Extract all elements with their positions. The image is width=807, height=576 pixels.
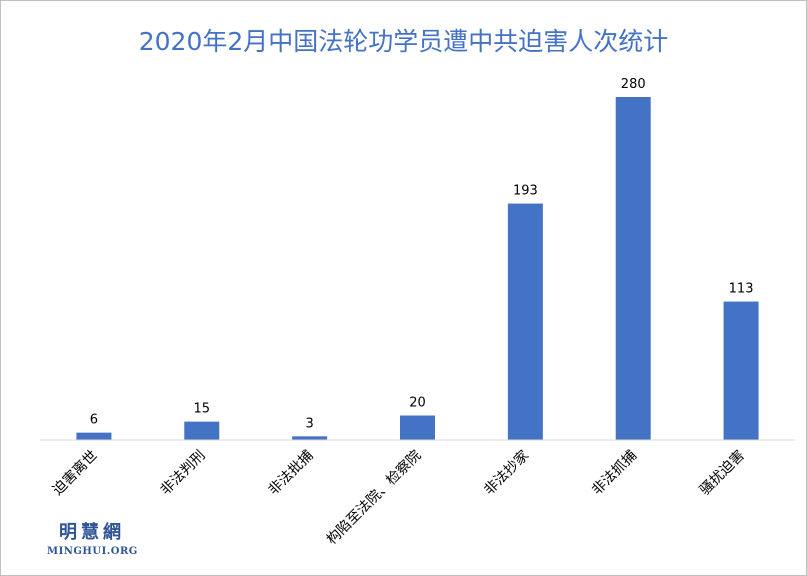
bar-7 bbox=[723, 301, 759, 440]
logo-sub-text: MINGHUI.ORG bbox=[47, 546, 138, 557]
bar-5 bbox=[507, 203, 543, 440]
category-label-7: 骚扰迫害 bbox=[697, 448, 748, 499]
logo-main-text: 明慧網 bbox=[59, 522, 125, 543]
bar-3 bbox=[292, 436, 328, 440]
category-label-1: 迫害离世 bbox=[49, 447, 101, 499]
category-label-4: 构陷至法院、检察院 bbox=[323, 447, 424, 548]
category-labels-group: 迫害离世 非法判刑 非法批捕 构陷至法院、检察院 非法抄家 非法抓捕 骚扰迫害 bbox=[49, 447, 748, 548]
value-label-3: 3 bbox=[306, 416, 314, 431]
category-label-5: 非法抄家 bbox=[481, 447, 533, 499]
value-label-2: 15 bbox=[194, 402, 211, 417]
value-label-7: 113 bbox=[729, 282, 754, 297]
bar-4 bbox=[400, 415, 435, 440]
value-label-4: 20 bbox=[409, 396, 426, 411]
value-label-1: 6 bbox=[90, 413, 98, 428]
chart-title: 2020年2月中国法轮功学员遭中共迫害人次统计 bbox=[138, 27, 669, 56]
bar-2 bbox=[184, 421, 220, 440]
bar-1 bbox=[76, 432, 112, 440]
bar-6 bbox=[615, 97, 651, 440]
minghui-logo: 明慧網 MINGHUI.ORG bbox=[47, 518, 137, 557]
category-label-6: 非法抓捕 bbox=[589, 448, 640, 499]
category-label-2: 非法判刑 bbox=[158, 448, 209, 499]
value-label-6: 280 bbox=[621, 77, 646, 92]
category-label-3: 非法批捕 bbox=[266, 448, 317, 499]
bars-group bbox=[76, 97, 759, 440]
value-labels-group: 6 15 3 20 193 280 113 bbox=[90, 77, 754, 431]
value-label-5: 193 bbox=[513, 184, 538, 199]
